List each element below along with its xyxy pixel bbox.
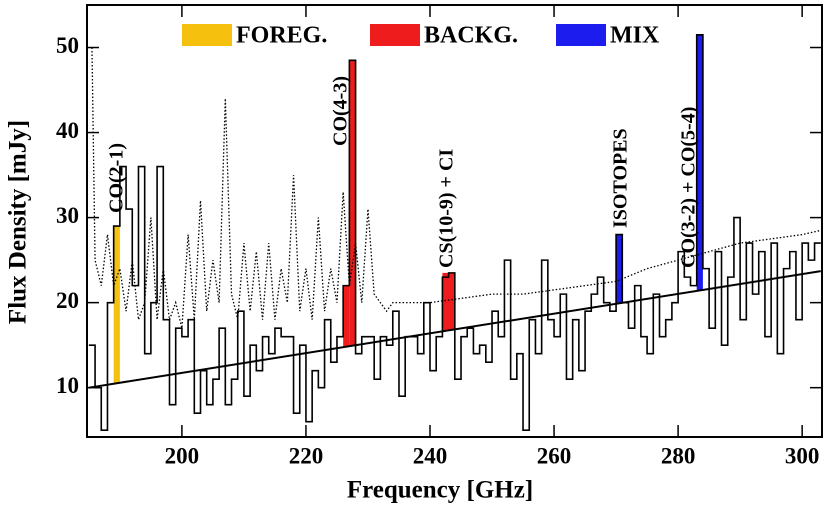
highlight-region [349,60,356,347]
x-tick-label: 220 [289,443,324,468]
highlight-region [696,34,703,291]
y-tick-label: 50 [56,33,79,58]
x-tick-label: 240 [413,443,448,468]
legend-label: BACKG. [424,23,518,49]
y-tick-label: 20 [56,288,79,313]
highlight-region [442,272,455,332]
y-tick-label: 30 [56,203,79,228]
y-axis-title: Flux Density [mJy] [5,120,32,324]
line-label: CS(10-9) + CI [436,149,458,268]
spectrum [88,33,821,431]
highlight-region [343,285,350,348]
x-tick-label: 200 [165,443,200,468]
line-label: CO(2-1) [106,143,128,213]
line-label: ISOTOPES [610,128,632,228]
highlight-region [113,226,120,384]
legend-label: MIX [610,23,660,49]
x-tick-label: 300 [785,443,820,468]
legend-swatch [556,24,606,46]
y-tick-label: 10 [56,373,79,398]
x-tick-label: 280 [661,443,696,468]
legend-swatch [182,24,232,46]
line-label: CO(4-3) [330,76,352,146]
line-label: CO(3-2) + CO(5-4) [678,107,700,268]
legend-label: FOREG. [236,23,327,49]
highlight-region [616,234,623,304]
plot-frame [86,4,823,438]
continuum-line [88,270,821,389]
x-tick-label: 260 [537,443,572,468]
y-tick-label: 40 [56,118,79,143]
x-axis-title: Frequency [GHz] [347,477,533,504]
legend-swatch [370,24,420,46]
